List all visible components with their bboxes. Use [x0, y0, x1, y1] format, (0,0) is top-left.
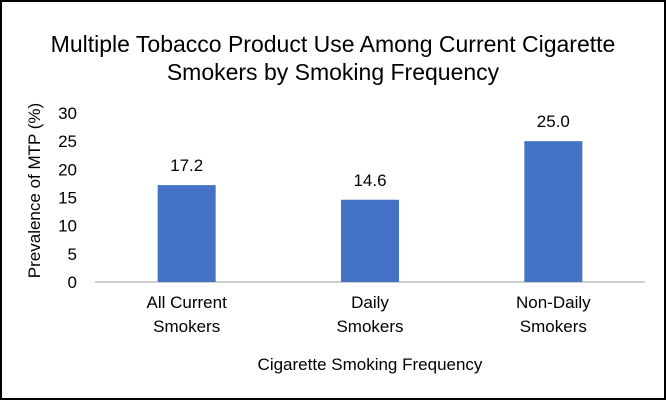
x-tick-label: Daily: [351, 293, 389, 312]
x-tick-labels: All Current Smokers Daily Smokers Non-Daily S…: [147, 293, 592, 336]
x-tick-label: Smokers: [153, 317, 220, 336]
chart-title-line-2: Smokers by Smoking Frequency: [166, 59, 500, 85]
value-label: 14.6: [353, 171, 386, 190]
y-tick-labels: 0 5 10 15 20 25 30: [58, 104, 77, 292]
bar: [524, 141, 583, 282]
x-tick-label: Smokers: [520, 317, 587, 336]
bar: [157, 185, 216, 282]
y-tick-label: 10: [58, 217, 77, 236]
x-tick-label: Non-Daily: [516, 293, 591, 312]
y-tick-label: 0: [68, 273, 77, 292]
y-tick-label: 30: [58, 104, 77, 123]
y-tick-label: 15: [58, 189, 77, 208]
bars: [157, 141, 583, 282]
x-axis-title: Cigarette Smoking Frequency: [258, 355, 483, 374]
y-tick-label: 5: [68, 245, 77, 264]
value-label: 17.2: [170, 156, 203, 175]
y-tick-label: 25: [58, 132, 77, 151]
bar: [341, 199, 399, 282]
x-tick-label: Smokers: [336, 317, 403, 336]
y-tick-label: 20: [58, 160, 77, 179]
y-axis-title: Prevalence of MTP (%): [25, 103, 44, 278]
chart-title-line-1: Multiple Tobacco Product Use Among Curre…: [50, 31, 616, 57]
chart-title: Multiple Tobacco Product Use Among Curre…: [0, 30, 666, 86]
x-tick-label: All Current: [147, 293, 228, 312]
y-axis-title-group: Prevalence of MTP (%): [25, 103, 44, 278]
value-labels: 17.2 14.6 25.0: [170, 112, 570, 190]
value-label: 25.0: [537, 112, 570, 131]
